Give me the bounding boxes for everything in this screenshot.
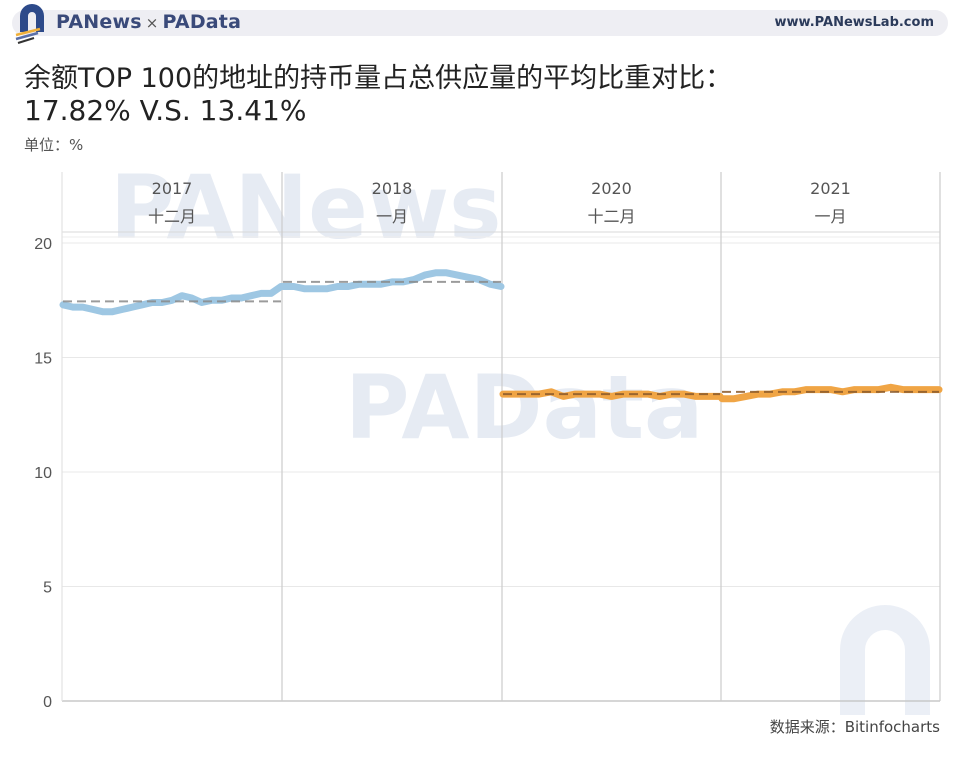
y-tick-label: 0 bbox=[43, 694, 52, 711]
brand-padata: PAData bbox=[162, 11, 242, 33]
panel-month-label: 十二月 bbox=[148, 207, 196, 226]
chart-subtitle: 17.82% V.S. 13.41% bbox=[24, 94, 307, 127]
series-line bbox=[279, 269, 505, 293]
y-tick-label: 5 bbox=[43, 580, 52, 597]
panews-logo-icon bbox=[15, 4, 44, 44]
series-line bbox=[59, 283, 285, 316]
panel-month-label: 一月 bbox=[376, 207, 408, 226]
y-tick-label: 10 bbox=[34, 465, 52, 482]
brand-title: PANews × PAData bbox=[56, 11, 241, 33]
header-banner bbox=[12, 10, 948, 36]
y-tick-label: 20 bbox=[34, 236, 52, 253]
brand-separator: × bbox=[145, 14, 159, 32]
line-chart: PANewsPAData051015202017十二月2018一月2020十二月… bbox=[34, 160, 943, 715]
panel-year-label: 2021 bbox=[810, 179, 851, 198]
unit-label: 单位：% bbox=[24, 136, 84, 154]
panel-year-label: 2018 bbox=[372, 179, 413, 198]
panel-year-label: 2017 bbox=[152, 179, 193, 198]
panel-year-label: 2020 bbox=[591, 179, 632, 198]
panel-month-label: 十二月 bbox=[587, 207, 635, 226]
y-tick-label: 15 bbox=[34, 351, 52, 368]
chart-title: 余额TOP 100的地址的持币量占总供应量的平均比重对比： bbox=[24, 63, 733, 94]
panel-month-label: 一月 bbox=[814, 207, 846, 226]
watermark-padata: PAData bbox=[345, 356, 703, 459]
website-link[interactable]: www.PANewsLab.com bbox=[774, 15, 934, 30]
data-source: 数据来源：Bitinfocharts bbox=[769, 718, 940, 736]
watermark-logo-icon bbox=[840, 605, 930, 715]
series-line bbox=[718, 383, 943, 403]
brand-panews: PANews bbox=[56, 11, 142, 33]
